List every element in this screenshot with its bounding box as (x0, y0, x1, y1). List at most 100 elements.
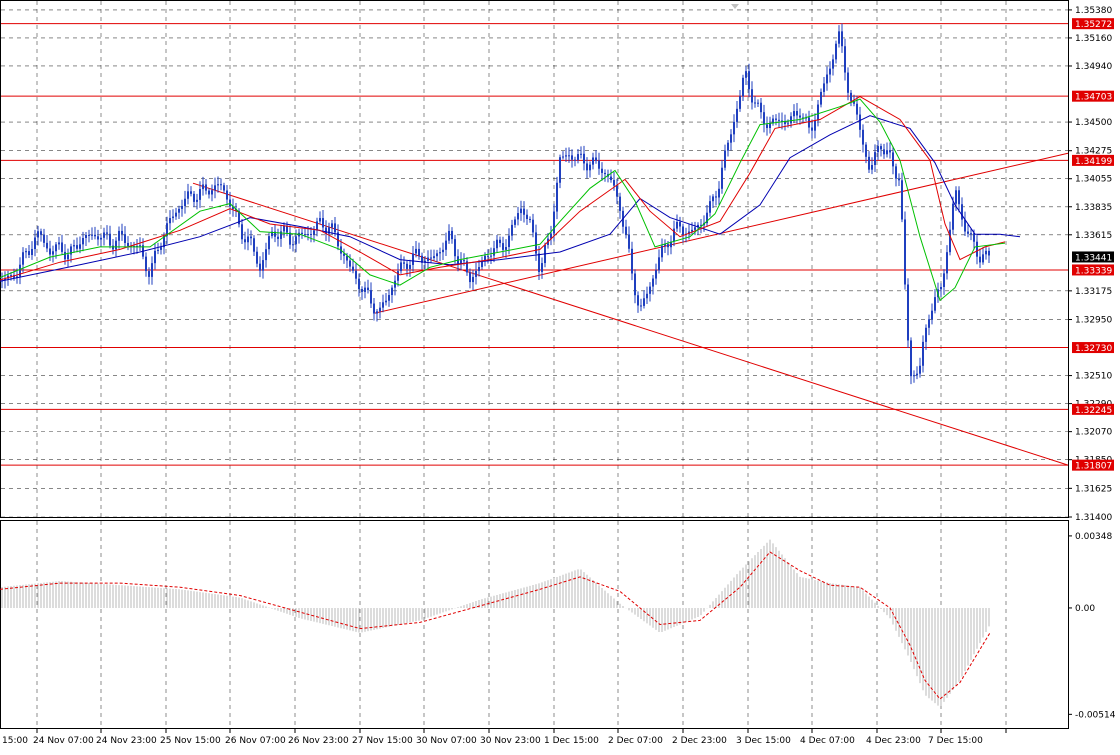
level-badge-label: 1.34703 (1075, 93, 1112, 103)
candle-body (730, 134, 732, 143)
candle-body (37, 231, 39, 238)
candle-body (148, 271, 150, 277)
candle-body (259, 263, 261, 271)
candle-body (757, 102, 759, 104)
candle-body (478, 267, 480, 271)
candle-body (19, 264, 21, 277)
candle-body (910, 340, 912, 377)
scroll-marker-icon[interactable] (731, 4, 739, 9)
level-badge-label: 1.31807 (1075, 462, 1112, 472)
candle-body (187, 191, 189, 199)
time-tick-label: 24 Nov 23:00 (96, 736, 157, 746)
candle-body (415, 248, 417, 254)
candle-body (520, 208, 522, 214)
candle-body (124, 234, 126, 243)
candle-body (844, 46, 846, 73)
candle-body (403, 262, 405, 264)
candle-body (970, 233, 972, 235)
time-tick-label: 25 Nov 15:00 (160, 736, 221, 746)
candle-body (577, 154, 579, 160)
candle-body (646, 293, 648, 299)
candle-body (211, 190, 213, 195)
main-chart-pane: 1.35380 1.35160 1.34940 1.34500 1.34275 1.340… (0, 0, 1114, 523)
candle-body (799, 115, 801, 118)
level-badge-label: 1.32245 (1075, 406, 1112, 416)
candle-body (496, 239, 498, 249)
price-tick-label: 1.32070 (1075, 428, 1112, 438)
candle-body (892, 152, 894, 167)
candle-body (448, 230, 450, 241)
candle-body (127, 242, 129, 247)
candle-body (190, 191, 192, 194)
candle-body (976, 241, 978, 257)
candle-body (565, 155, 567, 157)
candle-body (76, 245, 78, 249)
level-badge-box (1072, 154, 1114, 166)
candle-body (853, 100, 855, 104)
candle-body (163, 235, 165, 248)
candle-body (700, 224, 702, 226)
candle-body (463, 260, 465, 262)
candle-body (949, 229, 951, 253)
time-tick-label: 1 Dec 15:00 (544, 736, 599, 746)
candle-body (439, 252, 441, 254)
candle-body (367, 287, 369, 291)
candle-body (196, 199, 198, 202)
time-tick-label: 15:00 (2, 736, 28, 746)
candle-body (943, 273, 945, 287)
candle-body (166, 223, 168, 236)
candle-body (139, 245, 141, 247)
candle-body (346, 255, 348, 261)
candle-body (64, 251, 66, 260)
candle-body (313, 230, 315, 235)
candle-body (634, 273, 636, 296)
candle-body (91, 234, 93, 236)
level-badge-box (1072, 90, 1114, 102)
candle-body (223, 185, 225, 191)
candle-body (316, 221, 318, 231)
candle-body (109, 233, 111, 246)
candle-body (508, 235, 510, 248)
time-tick-label: 30 Nov 07:00 (416, 736, 477, 746)
candle-body (754, 102, 756, 104)
current-price-badge: 1.33441 (1072, 251, 1114, 263)
candle-body (835, 43, 837, 60)
candle-body (445, 240, 447, 250)
candle-body (382, 302, 384, 308)
candle-body (154, 250, 156, 264)
candle-body (958, 190, 960, 205)
candle-body (79, 244, 81, 249)
indicator-tick-label: 0.00348 (1075, 532, 1112, 542)
time-tick-label: 2 Dec 23:00 (672, 736, 727, 746)
candle-body (859, 114, 861, 130)
candle-body (151, 263, 153, 277)
candle-body (964, 219, 966, 232)
candle-body (106, 232, 108, 234)
price-tick-label: 1.34275 (1075, 147, 1112, 157)
candle-body (337, 232, 339, 247)
macd-signal-line (0, 551, 991, 700)
candle-body (817, 104, 819, 121)
candle-body (658, 257, 660, 271)
candle-body (781, 120, 783, 122)
candle-body (502, 243, 504, 250)
candle-body (850, 92, 852, 101)
candle-body (430, 257, 432, 259)
candle-body (145, 256, 147, 272)
candle-body (391, 287, 393, 296)
candle-body (343, 253, 345, 256)
candle-body (46, 242, 48, 249)
candle-body (628, 234, 630, 249)
candle-body (394, 280, 396, 288)
candle-body (289, 232, 291, 245)
candle-body (178, 208, 180, 213)
candle-body (571, 155, 573, 160)
candle-body (199, 189, 201, 200)
ma-mid-line (0, 96, 1006, 281)
candle-body (862, 129, 864, 145)
candle-body (214, 185, 216, 191)
candle-body (241, 224, 243, 240)
candle-body (52, 251, 54, 255)
candle-body (556, 182, 558, 212)
candle-body (385, 300, 387, 303)
